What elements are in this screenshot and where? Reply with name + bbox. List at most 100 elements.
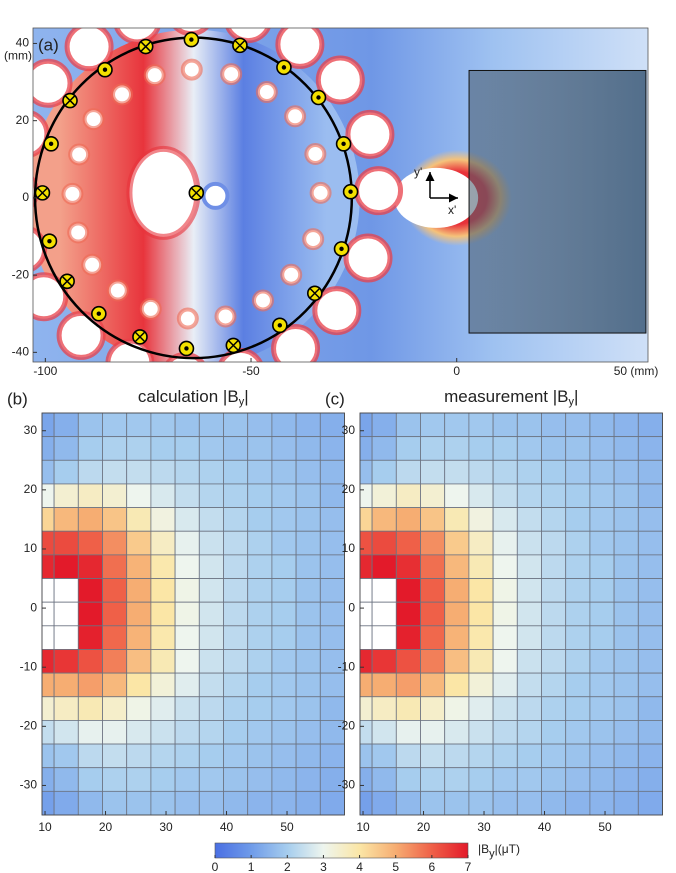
y-tick-label: 0 (30, 600, 37, 614)
heat-cell (637, 696, 663, 721)
heat-cell (589, 554, 615, 579)
heat-cell (637, 554, 663, 579)
heat-cell (613, 459, 639, 485)
heat-cell (637, 507, 663, 532)
heat-cell (395, 625, 421, 650)
heat-cell (295, 507, 321, 532)
heat-cell (271, 483, 297, 508)
heat-cell (77, 412, 103, 438)
heat-cell (77, 767, 103, 792)
heat-cell (613, 672, 639, 698)
heat-cell (492, 530, 518, 556)
heat-cell (637, 625, 663, 650)
field-lobe (33, 58, 73, 108)
heat-cell (420, 412, 446, 438)
heat-cell (420, 649, 446, 674)
coil-cross (140, 41, 151, 52)
heat-cell (589, 696, 615, 721)
heat-cell (150, 554, 176, 579)
heat-cell (541, 412, 567, 438)
heat-cell (565, 578, 591, 603)
coil-marker (310, 89, 327, 106)
heat-cell (444, 601, 470, 627)
heat-cell (247, 578, 273, 603)
heat-cell (295, 530, 321, 556)
heat-cell (223, 530, 249, 556)
field-lobe (220, 63, 243, 86)
heat-cell (247, 720, 273, 745)
panel-label: (b) (7, 389, 28, 408)
heat-cell (247, 696, 273, 721)
heat-cell (359, 625, 373, 650)
heat-cell (174, 601, 200, 627)
field-lobe (105, 338, 155, 362)
heat-cell (319, 625, 345, 650)
heat-cell (468, 554, 494, 579)
heat-cell (150, 649, 176, 674)
heat-cell (613, 554, 639, 579)
coil-marker (272, 317, 288, 334)
y-tick-label: 20 (16, 113, 30, 127)
heat-cell (444, 649, 470, 674)
heat-cell (271, 436, 297, 461)
heat-cell (565, 743, 591, 769)
heat-cell (41, 412, 55, 438)
heat-cell (359, 767, 373, 792)
y-unit: (mm) (4, 49, 32, 63)
heat-cell (150, 578, 176, 603)
heat-cell (271, 649, 297, 674)
plot-frame (359, 412, 663, 816)
heat-cell (395, 720, 421, 745)
heat-cell (319, 554, 345, 579)
heat-cell (516, 672, 542, 698)
heat-cell (468, 790, 494, 816)
heat-cell (77, 790, 103, 816)
heat-cell (541, 483, 567, 508)
heat-cell (319, 672, 345, 698)
x-tick-label: 40 (538, 820, 552, 834)
heat-cell (420, 767, 446, 792)
heat-cell (589, 672, 615, 698)
heat-cell (126, 672, 152, 698)
coil-marker (335, 136, 352, 152)
y-tick-label: -10 (338, 659, 356, 673)
heat-cell (174, 625, 200, 650)
colorbar-tick-label: 1 (248, 860, 255, 873)
heat-cell (271, 578, 297, 603)
heat-cell (359, 672, 373, 698)
heat-cell (41, 649, 55, 674)
heat-cell (126, 530, 152, 556)
heat-cell (295, 436, 321, 461)
heat-cell (198, 601, 224, 627)
heat-cell (247, 672, 273, 698)
heat-cell (589, 530, 615, 556)
heat-cell (359, 436, 373, 461)
heat-cell (271, 459, 297, 485)
field-lobe (275, 28, 325, 69)
heat-cell (444, 459, 470, 485)
heat-cell (613, 649, 639, 674)
heat-cell (271, 507, 297, 532)
coil-marker (342, 183, 359, 200)
heat-cell (444, 483, 470, 508)
heat-cell (359, 459, 373, 485)
heat-cell (468, 412, 494, 438)
heat-cell (613, 767, 639, 792)
y-tick-label: -20 (338, 718, 356, 732)
heat-cell (41, 483, 55, 508)
heat-cell (565, 554, 591, 579)
coil-dot (96, 311, 102, 316)
heat-cell (198, 412, 224, 438)
heat-cell (541, 767, 567, 792)
heat-cell (565, 601, 591, 627)
heat-cell (613, 790, 639, 816)
heat-cell (126, 507, 152, 532)
heat-cell (565, 507, 591, 532)
heat-cell (359, 743, 373, 769)
heat-cell (102, 767, 128, 792)
heat-cell (516, 578, 542, 603)
heat-cell (492, 578, 518, 603)
coil-dot (47, 238, 52, 244)
heat-cell (516, 649, 542, 674)
heat-cell (371, 743, 397, 769)
